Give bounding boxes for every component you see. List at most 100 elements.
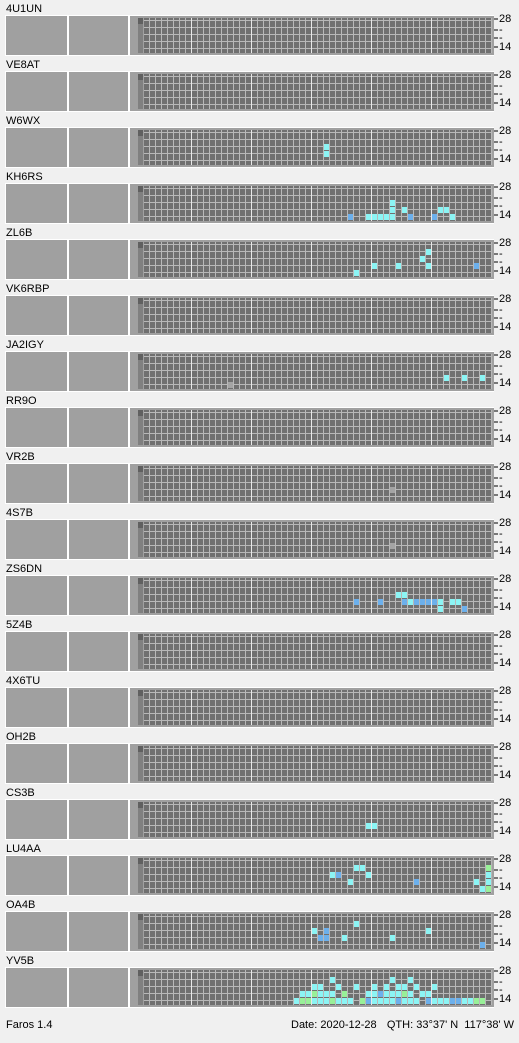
beacon-hit <box>312 984 317 990</box>
band-label: - <box>499 760 503 772</box>
beacon-hit <box>396 263 401 269</box>
info-box <box>6 800 67 839</box>
band-strip-top <box>138 522 143 528</box>
station-call: OH2B <box>6 731 36 743</box>
beacon-hit <box>438 998 443 1004</box>
beacon-hit <box>426 991 431 997</box>
band-label: - <box>499 80 503 92</box>
beacon-hit <box>354 921 359 927</box>
beacon-hit <box>324 928 329 934</box>
band-label: - <box>499 864 503 876</box>
info-box <box>6 72 67 111</box>
cell-grid <box>144 186 492 221</box>
info-box <box>6 912 67 951</box>
cell-grid <box>144 18 492 53</box>
band-label: - <box>499 640 503 652</box>
beacon-hit <box>372 984 377 990</box>
cell-grid <box>144 634 492 669</box>
band-strip <box>138 522 143 557</box>
beacon-hit <box>378 991 383 997</box>
band-label: 28 <box>499 965 511 977</box>
beacon-hit <box>300 991 305 997</box>
beacon-hit <box>306 998 311 1004</box>
info-box <box>69 128 128 167</box>
beacon-hit <box>348 214 353 220</box>
beacon-hit <box>456 998 461 1004</box>
band-label: 14 <box>499 545 511 557</box>
band-label: 28 <box>499 797 511 809</box>
beacon-hit <box>444 998 449 1004</box>
cell-grid <box>144 74 492 109</box>
beacon-hit <box>432 214 437 220</box>
band-strip-top <box>138 18 143 24</box>
band-label: - <box>499 312 503 324</box>
band-label: - <box>499 424 503 436</box>
cell-grid <box>144 522 492 557</box>
band-strip <box>138 802 143 837</box>
beacon-hit <box>348 879 353 885</box>
info-box <box>6 352 67 391</box>
band-label: 14 <box>499 377 511 389</box>
beacon-hit <box>390 935 395 941</box>
cell-grid <box>144 242 492 277</box>
beacon-hit <box>402 599 407 605</box>
qth: QTH: 33°37' N 117°38' W <box>387 1019 515 1031</box>
beacon-hit <box>366 991 371 997</box>
cell-grid <box>144 858 492 893</box>
band-strip-top <box>138 970 143 976</box>
beacon-hit <box>294 998 299 1004</box>
band-label: 28 <box>499 685 511 697</box>
band-label: 14 <box>499 433 511 445</box>
beacon-hit <box>408 599 413 605</box>
band-label: - <box>499 200 503 212</box>
beacon-hit <box>318 984 323 990</box>
date: Date: 2020-12-28 <box>291 1019 377 1031</box>
beacon-hit <box>408 214 413 220</box>
beacon-hit <box>402 998 407 1004</box>
band-strip <box>138 634 143 669</box>
band-label: - <box>499 976 503 988</box>
beacon-hit <box>438 207 443 213</box>
info-box <box>6 576 67 615</box>
band-label: 28 <box>499 909 511 921</box>
beacon-hit <box>336 872 341 878</box>
band-label: - <box>499 472 503 484</box>
beacon-hit <box>486 865 491 871</box>
band-strip-top <box>138 802 143 808</box>
band-label: 28 <box>499 181 511 193</box>
info-box <box>69 72 128 111</box>
band-strip-top <box>138 578 143 584</box>
beacon-hit <box>408 977 413 983</box>
info-box <box>6 856 67 895</box>
beacon-hit <box>378 998 383 1004</box>
band-label: - <box>499 584 503 596</box>
info-box <box>69 912 128 951</box>
beacon-hit <box>414 599 419 605</box>
beacon-hit <box>300 998 305 1004</box>
beacon-hit <box>426 263 431 269</box>
station-call: VE8AT <box>6 59 40 71</box>
info-box <box>6 408 67 447</box>
band-label: - <box>499 416 503 428</box>
beacon-hit <box>462 375 467 381</box>
beacon-hit <box>354 865 359 871</box>
beacon-hit <box>312 991 317 997</box>
beacon-hit <box>366 872 371 878</box>
beacon-hit <box>318 935 323 941</box>
band-strip-top <box>138 914 143 920</box>
band-label: - <box>499 304 503 316</box>
beacon-hit <box>420 991 425 997</box>
beacon-hit <box>402 592 407 598</box>
beacon-hit <box>390 977 395 983</box>
station-call: OA4B <box>6 899 35 911</box>
band-label: - <box>499 256 503 268</box>
band-label: 28 <box>499 13 511 25</box>
band-label: 28 <box>499 349 511 361</box>
